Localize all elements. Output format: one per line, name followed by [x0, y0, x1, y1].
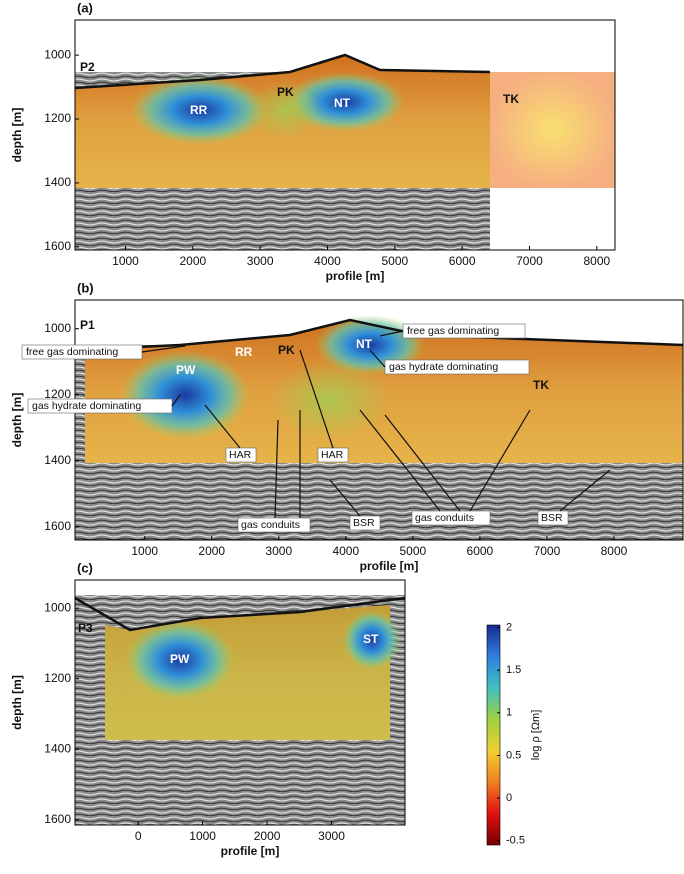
y-tick-label: 1200	[44, 671, 71, 685]
x-tick-label: 3000	[247, 254, 274, 268]
colorbar-tick-label: -0.5	[506, 835, 525, 847]
label: RR	[190, 103, 208, 117]
label: PW	[176, 363, 196, 377]
label: BSR	[541, 512, 563, 524]
label: NT	[334, 96, 351, 110]
panel-label: (a)	[77, 0, 93, 15]
y-tick-label: 1400	[44, 453, 71, 467]
x-tick-label: 1000	[131, 544, 158, 558]
x-tick-label: 7000	[534, 544, 561, 558]
label: HAR	[229, 449, 252, 461]
x-tick-label: 3000	[318, 829, 345, 843]
label: NT	[356, 337, 373, 351]
x-tick-label: 1000	[189, 829, 216, 843]
label-box	[537, 510, 569, 526]
label: gas hydrate dominating	[389, 361, 498, 373]
x-tick-label: 6000	[449, 254, 476, 268]
colorbar-tick-label: 0.5	[506, 749, 521, 761]
panel-b-image	[74, 299, 684, 541]
x-tick-label: 8000	[583, 254, 610, 268]
arrows	[141, 330, 611, 519]
x-tick-label: 3000	[265, 544, 292, 558]
label: PK	[278, 343, 295, 357]
label: free gas dominating	[407, 325, 499, 337]
label: P1	[80, 318, 95, 332]
x-axis-label: profile [m]	[360, 559, 419, 573]
label-box	[225, 447, 257, 463]
label: P2	[80, 60, 95, 74]
y-tick-label: 1400	[44, 741, 71, 755]
x-tick-label: 1000	[112, 254, 139, 268]
x-tick-label: 5000	[381, 254, 408, 268]
x-tick-label: 5000	[400, 544, 427, 558]
y-axis-label: depth [m]	[10, 393, 24, 448]
x-tick-label: 2000	[254, 829, 281, 843]
x-tick-label: 6000	[467, 544, 494, 558]
y-tick-label: 1000	[44, 321, 71, 335]
label: HAR	[321, 449, 344, 461]
x-tick-label: 8000	[601, 544, 628, 558]
label: RR	[235, 345, 253, 359]
x-tick-label: 4000	[332, 544, 359, 558]
x-tick-label: 4000	[314, 254, 341, 268]
colorbar-tick-label: 1	[506, 707, 512, 719]
label: PK	[277, 85, 294, 99]
y-tick-label: 1600	[44, 239, 71, 253]
label-box	[237, 517, 311, 533]
panel-a-image	[74, 19, 616, 251]
label: ST	[363, 632, 379, 646]
x-tick-label: 2000	[179, 254, 206, 268]
x-axis-label: profile [m]	[221, 844, 280, 858]
x-axis-label: profile [m]	[326, 269, 385, 283]
label: gas conduits	[415, 512, 474, 524]
label-box	[349, 515, 381, 531]
label: gas conduits	[241, 519, 300, 531]
colorbar-tick-label: 1.5	[506, 664, 521, 676]
label: TK	[533, 378, 549, 392]
label: BSR	[353, 517, 375, 529]
colorbar	[486, 624, 501, 846]
panel-c-image	[74, 579, 406, 826]
y-tick-label: 1200	[44, 387, 71, 401]
x-tick-label: 0	[135, 829, 142, 843]
x-tick-label: 2000	[198, 544, 225, 558]
colorbar-tick-label: 0	[506, 792, 512, 804]
label: gas hydrate dominating	[32, 400, 141, 412]
colorbar-tick-label: 2	[506, 621, 512, 633]
label: P3	[78, 621, 93, 635]
label-box	[411, 510, 491, 526]
x-tick-label: 7000	[516, 254, 543, 268]
y-tick-label: 1600	[44, 812, 71, 826]
y-tick-label: 1400	[44, 175, 71, 189]
panel-label: (c)	[77, 560, 93, 575]
y-axis-label: depth [m]	[10, 675, 24, 730]
y-tick-label: 1200	[44, 111, 71, 125]
label: PW	[170, 652, 190, 666]
y-tick-label: 1000	[44, 47, 71, 61]
label: free gas dominating	[26, 346, 118, 358]
label: TK	[503, 92, 519, 106]
y-axis-label: depth [m]	[10, 108, 24, 163]
colorbar-label: log ρ [Ωm]	[530, 710, 542, 761]
y-tick-label: 1600	[44, 519, 71, 533]
y-tick-label: 1000	[44, 600, 71, 614]
panel-label: (b)	[77, 280, 94, 295]
